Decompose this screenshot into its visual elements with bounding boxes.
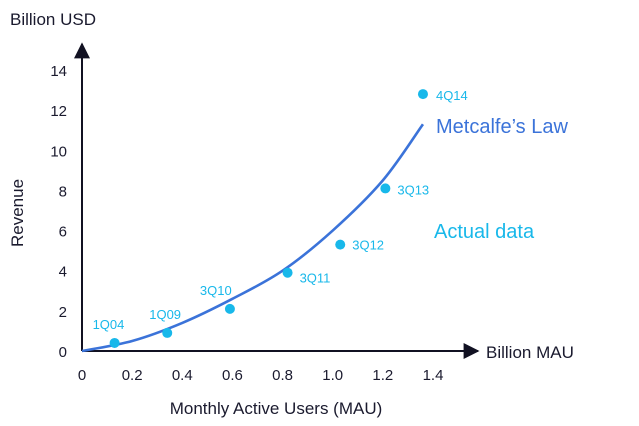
x-unit-label: Billion MAU — [486, 343, 574, 362]
metcalfe-curve — [81, 123, 425, 353]
y-tick-label: 6 — [59, 224, 67, 241]
metcalfe-curve-layer — [81, 123, 425, 353]
x-axis-title: Monthly Active Users (MAU) — [170, 399, 383, 418]
data-point — [417, 89, 428, 100]
y-tick-label: 14 — [50, 63, 67, 80]
data-point-label: 3Q13 — [397, 182, 429, 197]
data-point-label: 3Q12 — [352, 238, 384, 253]
data-point — [109, 337, 120, 348]
y-unit-label: Billion USD — [10, 10, 96, 29]
x-tick-labels: 0 0.2 0.4 0.6 0.8 1.0 1.2 1.4 — [78, 367, 444, 384]
actual-data-layer: 1Q04 1Q09 3Q10 3Q11 3Q12 3Q13 4Q14 — [93, 88, 468, 348]
data-point-label: 4Q14 — [436, 88, 468, 103]
y-tick-label: 2 — [59, 304, 67, 321]
y-tick-label: 12 — [50, 103, 67, 120]
y-axis-title: Revenue — [8, 179, 27, 247]
data-point — [380, 183, 391, 194]
x-tick-label: 0.2 — [122, 367, 143, 384]
data-point-label: 1Q04 — [93, 317, 125, 332]
x-tick-label: 0.6 — [222, 367, 243, 384]
y-tick-label: 4 — [59, 264, 67, 281]
data-point-label: 3Q10 — [200, 283, 232, 298]
x-tick-label: 0.8 — [272, 367, 293, 384]
x-tick-label: 1.0 — [322, 367, 343, 384]
data-point-label: 3Q11 — [300, 271, 331, 286]
actual-data-label: Actual data — [434, 221, 535, 243]
data-point — [162, 327, 173, 338]
x-tick-label: 0.4 — [172, 367, 193, 384]
y-tick-labels: 0 2 4 6 8 10 12 14 — [50, 63, 67, 361]
metcalfe-law-label: Metcalfe’s Law — [436, 116, 568, 138]
data-point — [282, 267, 293, 278]
y-tick-label: 8 — [59, 183, 67, 200]
data-point — [335, 239, 346, 250]
data-point-label: 1Q09 — [149, 307, 181, 322]
data-point — [224, 303, 235, 314]
y-tick-label: 10 — [50, 143, 67, 160]
x-tick-label: 0 — [78, 367, 86, 384]
x-tick-label: 1.2 — [372, 367, 393, 384]
y-tick-label: 0 — [59, 344, 67, 361]
x-tick-label: 1.4 — [423, 367, 444, 384]
